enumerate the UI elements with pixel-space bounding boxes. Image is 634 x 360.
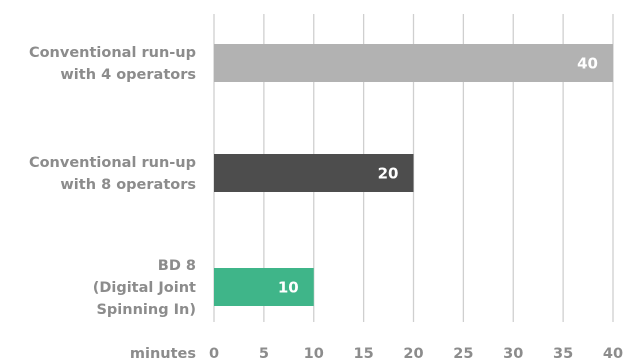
x-tick-label: 40 — [603, 346, 623, 360]
x-tick-label: 10 — [304, 346, 324, 360]
bar-value-label: 20 — [378, 165, 399, 183]
x-tick-label: 35 — [553, 346, 573, 360]
bar-value-label: 40 — [577, 55, 598, 73]
x-axis-title: minutes — [130, 346, 196, 360]
x-tick-labels: 0 5 10 15 20 25 30 35 40 — [209, 346, 623, 360]
category-label: (Digital Joint — [93, 280, 196, 296]
category-label: Conventional run-up — [29, 45, 196, 61]
category-label: with 4 operators — [60, 67, 196, 83]
x-tick-label: 0 — [209, 346, 219, 360]
x-tick-label: 20 — [403, 346, 423, 360]
x-tick-label: 15 — [354, 346, 374, 360]
bars: 40 20 10 — [214, 44, 613, 306]
category-label: Conventional run-up — [29, 155, 196, 171]
category-label: BD 8 — [158, 258, 196, 274]
category-label: Spinning In) — [96, 302, 196, 318]
bar — [214, 154, 414, 192]
x-tick-label: 30 — [503, 346, 523, 360]
bar — [214, 44, 613, 82]
category-labels: Conventional run-up with 4 operators Conve… — [29, 45, 196, 318]
x-tick-label: 25 — [453, 346, 473, 360]
x-tick-label: 5 — [259, 346, 269, 360]
bar-value-label: 10 — [278, 279, 299, 297]
bar — [214, 268, 314, 306]
category-label: with 8 operators — [60, 177, 196, 193]
